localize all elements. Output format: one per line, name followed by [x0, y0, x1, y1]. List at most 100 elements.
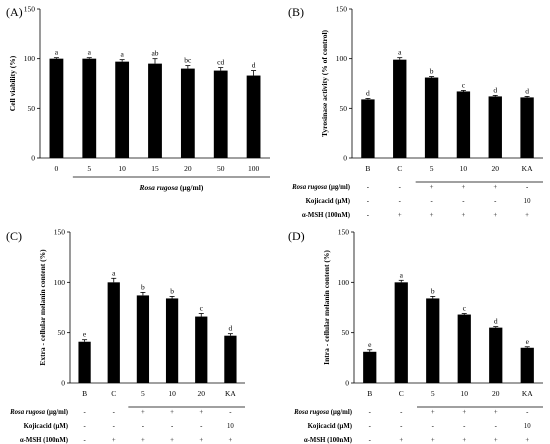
- significance-label: bc: [184, 56, 192, 65]
- chart-panel-1: (A) 0 50 100 150 Cell viability (%) a 0 a 5 a 10 ab 1…: [6, 5, 270, 192]
- table-row-label: Kojicacid (μM): [306, 198, 350, 205]
- table-cell: -: [367, 198, 370, 205]
- significance-label: a: [88, 48, 92, 57]
- chart-panel-2: (B) 0 50 100 150 Tyrosinase activity (% of co…: [288, 5, 543, 219]
- y-tick-label: 0: [31, 154, 35, 163]
- table-cell: +: [461, 212, 465, 219]
- x-axis-label-unit: (μg/ml): [178, 183, 204, 192]
- table-cell: +: [461, 184, 465, 191]
- bar: [488, 96, 502, 158]
- y-tick-label: 0: [345, 379, 349, 388]
- table-cell: +: [228, 437, 232, 444]
- table-cell: +: [170, 409, 174, 416]
- table-cell: -: [399, 184, 402, 191]
- table-cell: -: [399, 198, 402, 205]
- x-tick-label: 10: [460, 164, 468, 173]
- bar: [394, 282, 408, 383]
- panel-label: (C): [6, 229, 22, 243]
- y-tick-label: 150: [338, 228, 350, 237]
- y-axis-label: Intra - cellular melanin content (%): [322, 250, 331, 365]
- table-cell: -: [83, 423, 86, 430]
- x-tick-label: 10: [118, 164, 126, 173]
- significance-label: a: [55, 48, 59, 57]
- y-tick-label: 50: [342, 328, 350, 337]
- table-row-label-text: Kojicacid (μM): [308, 423, 352, 430]
- bar: [82, 58, 97, 158]
- bar: [115, 61, 130, 158]
- table-row-label-italic: Rosa rugosa: [293, 409, 330, 416]
- bar: [195, 316, 208, 383]
- significance-label: d: [366, 88, 370, 97]
- y-tick-label: 0: [343, 154, 347, 163]
- table-cell: -: [367, 184, 370, 191]
- table-cell: +: [494, 409, 498, 416]
- x-tick-label: 5: [87, 164, 91, 173]
- table-cell: +: [525, 437, 529, 444]
- table-row-label: Rosa rugosa (μg/ml): [9, 409, 68, 416]
- table-cell: -: [142, 423, 145, 430]
- table-cell: +: [431, 437, 435, 444]
- bar: [213, 70, 228, 158]
- x-tick-label: 15: [151, 164, 159, 173]
- table-cell: 10: [524, 423, 531, 430]
- bar: [363, 351, 377, 383]
- significance-label: a: [400, 270, 404, 279]
- x-tick-label: C: [399, 389, 404, 398]
- table-cell: -: [526, 409, 529, 416]
- x-tick-label: 20: [492, 164, 500, 173]
- y-axis-label: Tyrosinase activity (% of control): [320, 29, 329, 137]
- table-cell: +: [112, 437, 116, 444]
- table-row-label-text: (μg/ml): [327, 184, 350, 191]
- x-tick-label: 100: [248, 164, 260, 173]
- bar: [180, 68, 195, 158]
- bar: [456, 91, 471, 158]
- bar: [224, 335, 237, 383]
- x-axis-label-italic: Rosa rugosa: [138, 183, 178, 192]
- table-cell: -: [495, 423, 498, 430]
- x-tick-label: KA: [522, 389, 533, 398]
- bar: [78, 341, 91, 383]
- table-cell: -: [432, 423, 435, 430]
- table-cell: +: [399, 437, 403, 444]
- x-tick-label: 50: [217, 164, 225, 173]
- y-axis-label: Cell viability (%): [8, 55, 17, 111]
- significance-label: e: [526, 337, 530, 346]
- table-row-label-italic: Rosa rugosa: [291, 184, 328, 191]
- significance-label: ab: [151, 49, 158, 58]
- bar: [489, 327, 503, 383]
- significance-label: a: [398, 48, 402, 57]
- panel-label: (D): [288, 229, 305, 243]
- table-cell: -: [113, 409, 116, 416]
- significance-label: b: [141, 282, 145, 291]
- bar: [424, 77, 439, 158]
- x-tick-label: 10: [168, 389, 176, 398]
- significance-label: b: [170, 286, 174, 295]
- y-tick-label: 100: [54, 278, 66, 287]
- x-tick-label: C: [111, 389, 116, 398]
- bar: [246, 75, 261, 158]
- x-tick-label: 5: [141, 389, 145, 398]
- significance-label: d: [493, 85, 497, 94]
- x-tick-label: 5: [430, 164, 434, 173]
- table-cell: -: [494, 198, 497, 205]
- table-cell: -: [400, 423, 403, 430]
- panel-label: (B): [288, 5, 304, 19]
- table-row-label-text: α-MSH (100nM): [20, 437, 68, 444]
- bar: [361, 99, 375, 158]
- x-tick-label: C: [397, 164, 402, 173]
- table-cell: -: [526, 184, 529, 191]
- table-row-label-text: (μg/ml): [329, 409, 352, 416]
- x-tick-label: 20: [492, 389, 500, 398]
- x-tick-label: KA: [225, 389, 236, 398]
- panel-label: (A): [6, 5, 23, 19]
- chart-panel-3: (C) 0 50 100 150 Extra - cellular melanin con…: [6, 228, 245, 444]
- x-tick-label: 5: [431, 389, 435, 398]
- table-row-label-text: (μg/ml): [45, 409, 68, 416]
- x-tick-label: KA: [522, 164, 533, 173]
- x-tick-label: 10: [461, 389, 469, 398]
- table-cell: +: [462, 437, 466, 444]
- table-cell: +: [462, 409, 466, 416]
- table-cell: -: [400, 409, 403, 416]
- x-tick-label: 0: [55, 164, 59, 173]
- table-row-label: Rosa rugosa (μg/ml): [293, 409, 352, 416]
